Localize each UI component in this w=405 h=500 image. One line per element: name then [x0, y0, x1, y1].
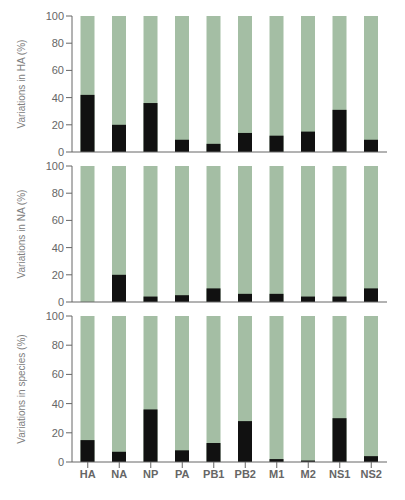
- svg-text:M2: M2: [301, 468, 316, 480]
- svg-text:NA: NA: [111, 468, 127, 480]
- svg-text:Variations in species (%): Variations in species (%): [16, 334, 27, 443]
- svg-text:40: 40: [52, 92, 64, 104]
- svg-text:HA: HA: [80, 468, 96, 480]
- svg-text:80: 80: [52, 37, 64, 49]
- svg-text:60: 60: [52, 214, 64, 226]
- svg-text:PB2: PB2: [235, 468, 256, 480]
- svg-text:Variations in HA (%): Variations in HA (%): [16, 40, 27, 129]
- svg-text:0: 0: [58, 456, 64, 468]
- svg-text:NS2: NS2: [361, 468, 382, 480]
- svg-text:20: 20: [52, 427, 64, 439]
- svg-text:20: 20: [52, 119, 64, 131]
- svg-text:100: 100: [46, 310, 64, 322]
- svg-text:60: 60: [52, 368, 64, 380]
- svg-text:NP: NP: [143, 468, 158, 480]
- svg-text:40: 40: [52, 398, 64, 410]
- svg-text:PA: PA: [175, 468, 190, 480]
- svg-text:0: 0: [58, 296, 64, 308]
- svg-text:Variations in NA (%): Variations in NA (%): [16, 190, 27, 279]
- svg-text:PB1: PB1: [203, 468, 224, 480]
- svg-text:60: 60: [52, 64, 64, 76]
- svg-text:20: 20: [52, 269, 64, 281]
- svg-text:0: 0: [58, 146, 64, 158]
- svg-text:80: 80: [52, 187, 64, 199]
- svg-text:M1: M1: [269, 468, 284, 480]
- svg-text:100: 100: [46, 160, 64, 172]
- svg-text:40: 40: [52, 242, 64, 254]
- svg-text:80: 80: [52, 339, 64, 351]
- svg-text:NS1: NS1: [329, 468, 350, 480]
- svg-text:100: 100: [46, 10, 64, 22]
